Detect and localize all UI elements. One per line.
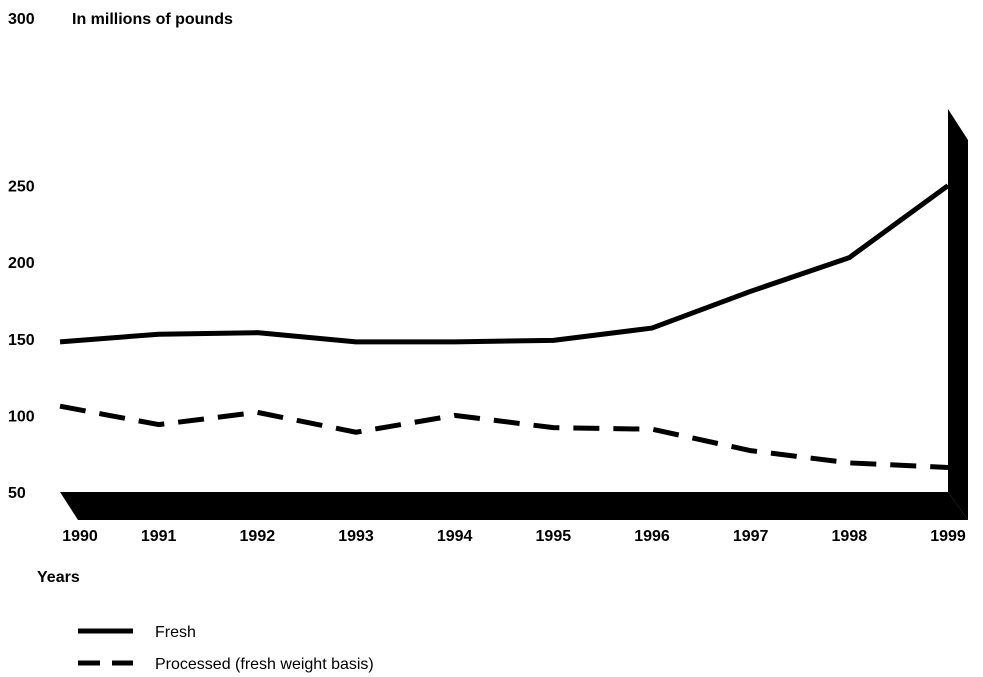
x-tick-label: 1994 xyxy=(437,528,473,545)
y-tick-labels: 300 250 200 150 100 50 xyxy=(8,11,35,502)
legend-item-fresh: Fresh xyxy=(78,624,196,641)
x-tick-label: 1995 xyxy=(536,528,572,545)
x-tick-label: 1993 xyxy=(338,528,374,545)
legend-item-processed: Processed (fresh weight basis) xyxy=(78,656,374,673)
x-tick-label: 1999 xyxy=(930,528,966,545)
x-tick-label: 1991 xyxy=(141,528,177,545)
x-tick-label: 1990 xyxy=(62,528,98,545)
x-tick-label: 1992 xyxy=(240,528,276,545)
legend-label-processed: Processed (fresh weight basis) xyxy=(155,656,374,673)
x-tick-label: 1997 xyxy=(733,528,769,545)
series-line-processed xyxy=(59,403,949,470)
y-tick-label: 100 xyxy=(8,408,35,425)
x-tick-labels: 1990 1991 1992 1993 1994 1995 1996 1997 1998 1999 xyxy=(62,528,966,545)
x-axis-label: Years xyxy=(37,569,80,586)
x-tick-label: 1996 xyxy=(634,528,670,545)
y-axis-label: In millions of pounds xyxy=(72,11,233,28)
legend: Fresh Processed (fresh weight basis) xyxy=(78,624,374,673)
x-tick-label: 1998 xyxy=(832,528,868,545)
x-axis-band xyxy=(60,492,968,520)
y-tick-label: 250 xyxy=(8,179,35,196)
legend-label-fresh: Fresh xyxy=(155,624,196,641)
y-tick-label: 50 xyxy=(8,485,26,502)
y-tick-label: 300 xyxy=(8,11,35,28)
series xyxy=(59,183,950,470)
series-line-fresh xyxy=(59,183,950,345)
y-tick-label: 150 xyxy=(8,332,35,349)
axes xyxy=(60,109,968,520)
right-axis-wall xyxy=(948,109,968,520)
y-tick-label: 200 xyxy=(8,255,35,272)
